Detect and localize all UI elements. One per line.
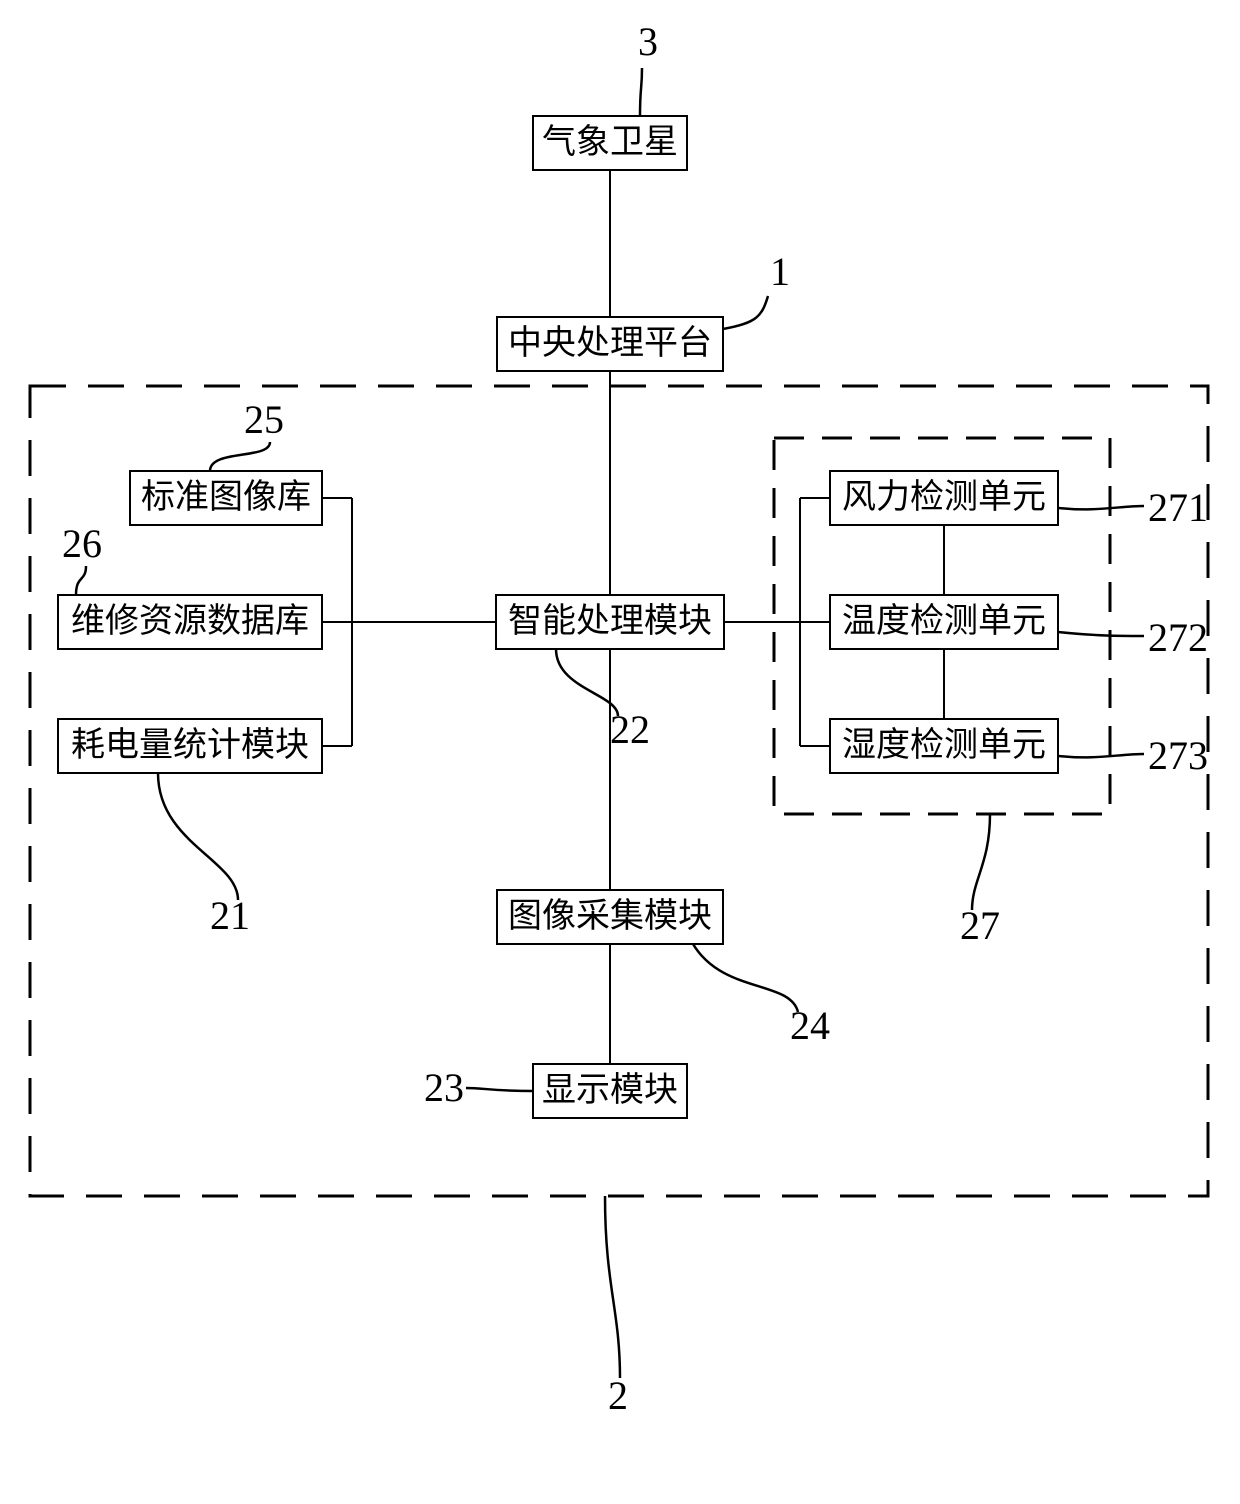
node-platform-label: 中央处理平台 — [508, 324, 712, 362]
node-ai: 智能处理模块 — [496, 595, 724, 649]
lead-26 — [76, 566, 86, 595]
lead-22 — [556, 649, 618, 716]
ref-273: 273 — [1148, 733, 1208, 778]
lead-27 — [972, 814, 990, 910]
lead-23 — [466, 1088, 533, 1091]
lead-24 — [693, 944, 798, 1012]
node-humi: 湿度检测单元 — [830, 719, 1058, 773]
node-capture: 图像采集模块 — [497, 890, 723, 944]
ref-271: 271 — [1148, 485, 1208, 530]
node-satellite-label: 气象卫星 — [542, 123, 678, 161]
node-display-label: 显示模块 — [542, 1071, 678, 1109]
node-wind-label: 风力检测单元 — [842, 478, 1046, 516]
node-capture-label: 图像采集模块 — [508, 897, 712, 935]
ref-24: 24 — [790, 1003, 830, 1048]
node-stdlib-label: 标准图像库 — [141, 478, 311, 516]
node-repairdb-label: 维修资源数据库 — [71, 602, 309, 640]
node-power-label: 耗电量统计模块 — [71, 726, 309, 764]
ref-23: 23 — [424, 1065, 464, 1110]
lead-25 — [210, 442, 270, 471]
lead-1 — [723, 296, 768, 329]
ref-26: 26 — [62, 521, 102, 566]
lead-271 — [1058, 506, 1144, 509]
ref-3: 3 — [638, 19, 658, 64]
lead-2 — [605, 1196, 620, 1378]
node-humi-label: 湿度检测单元 — [842, 726, 1046, 764]
ref-25: 25 — [244, 397, 284, 442]
lead-273 — [1058, 754, 1144, 757]
ref-2: 2 — [608, 1373, 628, 1418]
lead-21 — [158, 773, 238, 900]
diagram-root: 气象卫星中央处理平台标准图像库维修资源数据库耗电量统计模块 智能处理模块 风力检测单… — [0, 0, 1240, 1504]
node-temp-label: 温度检测单元 — [842, 602, 1046, 640]
node-stdlib: 标准图像库 — [130, 471, 322, 525]
node-ai-label: 智能处理模块 — [508, 602, 712, 640]
lead-272 — [1058, 632, 1144, 636]
ref-1: 1 — [770, 249, 790, 294]
node-display: 显示模块 — [533, 1064, 687, 1118]
lead-3 — [640, 68, 642, 116]
ref-21: 21 — [210, 893, 250, 938]
node-repairdb: 维修资源数据库 — [58, 595, 322, 649]
node-power: 耗电量统计模块 — [58, 719, 322, 773]
node-temp: 温度检测单元 — [830, 595, 1058, 649]
node-wind: 风力检测单元 — [830, 471, 1058, 525]
node-satellite: 气象卫星 — [533, 116, 687, 170]
node-platform: 中央处理平台 — [497, 317, 723, 371]
ref-22: 22 — [610, 707, 650, 752]
ref-272: 272 — [1148, 615, 1208, 660]
ref-27: 27 — [960, 903, 1000, 948]
